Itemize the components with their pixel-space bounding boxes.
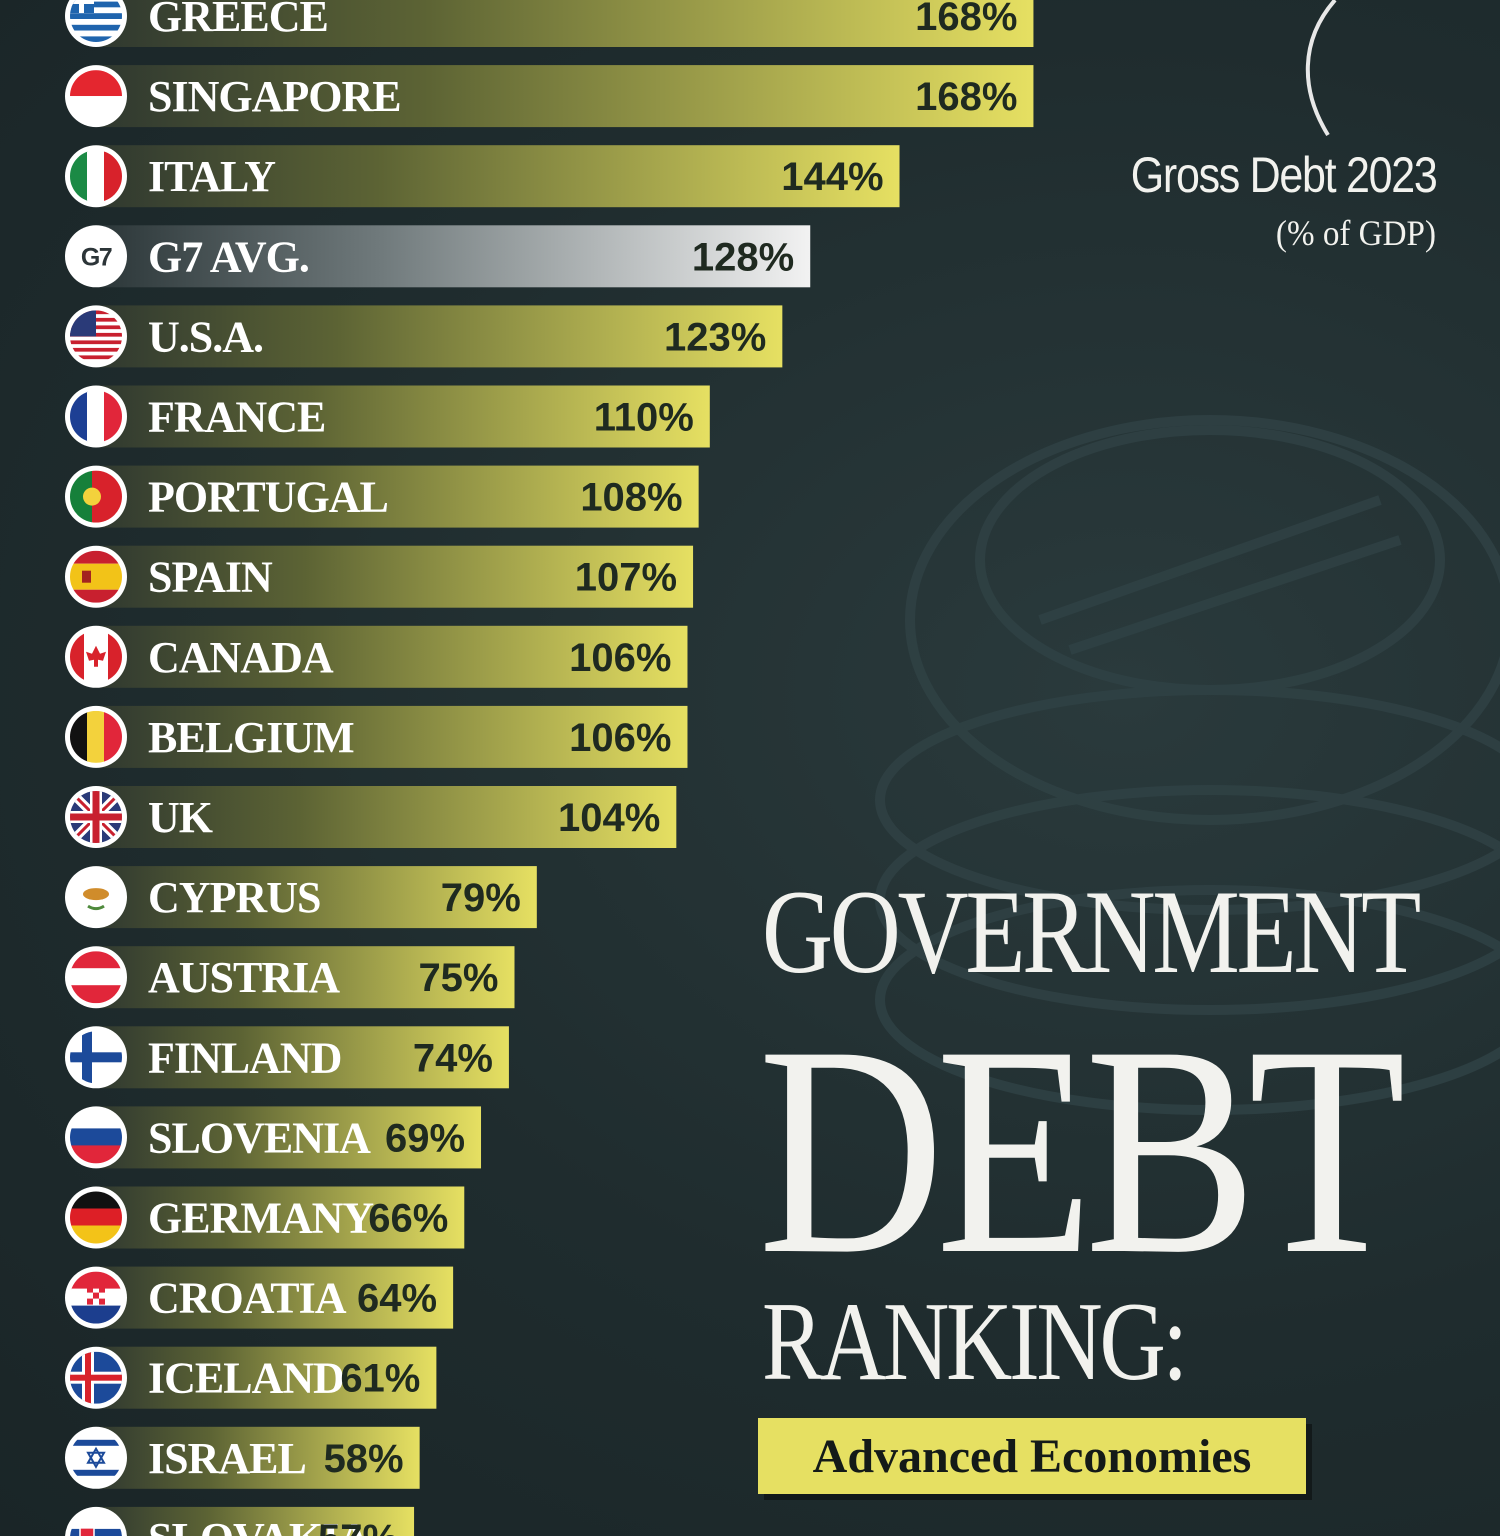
value-label: 123%: [664, 315, 766, 359]
value-label: 106%: [569, 636, 671, 680]
subtitle-text: Advanced Economies: [812, 1429, 1252, 1483]
iceland-flag-icon: [65, 1346, 127, 1409]
bar: [96, 786, 677, 848]
bar: [96, 866, 537, 929]
category-label: U.S.A.: [148, 312, 263, 361]
value-label: 128%: [692, 235, 794, 279]
italy-flag-icon: [65, 145, 127, 208]
bar: [96, 385, 710, 448]
category-label: CANADA: [148, 633, 334, 682]
value-label: 61%: [340, 1357, 420, 1401]
title-line-2: DEBT: [758, 984, 1406, 1316]
value-label: 168%: [915, 0, 1017, 39]
austria-flag-icon: [65, 946, 127, 1009]
value-label: 57%: [318, 1517, 398, 1536]
value-label: 75%: [418, 956, 498, 1000]
germany-flag-icon: [65, 1186, 127, 1249]
israel-flag-icon: [65, 1426, 127, 1489]
bar: [96, 1426, 420, 1489]
category-label: ISRAEL: [148, 1434, 306, 1483]
slovenia-flag-icon: [65, 1106, 127, 1169]
value-label: 168%: [915, 75, 1017, 119]
singapore-flag-icon: [65, 65, 127, 128]
bar: [96, 145, 900, 208]
value-label: 108%: [580, 476, 682, 520]
category-label: FRANCE: [148, 393, 325, 442]
category-label: CROATIA: [148, 1274, 347, 1323]
title-line-1: GOVERNMENT: [762, 865, 1421, 998]
value-label: 66%: [368, 1197, 448, 1241]
croatia-flag-icon: [65, 1266, 127, 1329]
bar: [96, 1186, 465, 1249]
bar: [96, 1106, 482, 1169]
canada-flag-icon: [65, 625, 127, 688]
legend-title: Gross Debt 2023: [1130, 147, 1437, 203]
bar-g7-average: [96, 225, 811, 288]
title-line-3: RANKING:: [762, 1280, 1188, 1404]
category-label: SPAIN: [148, 553, 273, 602]
bar: [96, 946, 515, 1009]
cyprus-flag-icon: [65, 866, 127, 929]
value-label: 104%: [558, 796, 660, 840]
category-label: ITALY: [148, 152, 275, 201]
category-label: CYPRUS: [148, 873, 320, 922]
greece-flag-icon: [65, 0, 127, 47]
value-label: 110%: [594, 396, 694, 440]
category-label: GREECE: [148, 0, 328, 41]
bar: [96, 545, 694, 608]
category-label: BELGIUM: [148, 713, 354, 762]
finland-flag-icon: [65, 1026, 127, 1089]
uk-flag-icon: [65, 786, 127, 848]
belgium-flag-icon: [65, 705, 127, 768]
bar: [96, 625, 688, 688]
category-label: SINGAPORE: [148, 72, 401, 121]
spain-flag-icon: [65, 545, 127, 608]
category-label: GERMANY: [148, 1194, 373, 1243]
category-label: FINLAND: [148, 1033, 341, 1082]
category-label: G7 AVG.: [148, 232, 309, 281]
value-label: 69%: [385, 1116, 465, 1160]
value-label: 144%: [781, 155, 883, 199]
value-label: 106%: [569, 716, 671, 760]
subtitle-badge: Advanced Economies: [758, 1418, 1306, 1494]
value-label: 79%: [441, 876, 521, 920]
category-label: SLOVAKIA: [148, 1514, 370, 1536]
bar: [96, 305, 783, 368]
legend-subtitle: (% of GDP): [1275, 213, 1436, 253]
value-label: 64%: [357, 1277, 437, 1321]
bar: [96, 65, 1034, 128]
bar: [96, 705, 688, 768]
category-label: AUSTRIA: [148, 953, 340, 1002]
usa-flag-icon: [65, 305, 127, 368]
value-label: 58%: [324, 1437, 404, 1481]
category-label: ICELAND: [148, 1354, 344, 1403]
bar: [96, 1026, 509, 1089]
category-label: PORTUGAL: [148, 473, 388, 522]
bar: [96, 1346, 437, 1409]
bar: [96, 465, 699, 528]
bar: [96, 0, 1034, 47]
bar: [96, 1506, 415, 1536]
g7-badge-text: G7: [81, 243, 112, 271]
category-label: UK: [148, 793, 213, 842]
slovakia-flag-icon: [65, 1506, 127, 1536]
category-label: SLOVENIA: [148, 1113, 371, 1162]
value-label: 74%: [413, 1036, 493, 1080]
bar: [96, 1266, 454, 1329]
g7-badge-icon: G7: [65, 225, 127, 288]
value-label: 107%: [575, 556, 677, 600]
france-flag-icon: [65, 385, 127, 448]
portugal-flag-icon: [65, 465, 127, 528]
decorative-stroke: [1305, 0, 1337, 137]
coin-stack-illustration: [875, 415, 1500, 1115]
